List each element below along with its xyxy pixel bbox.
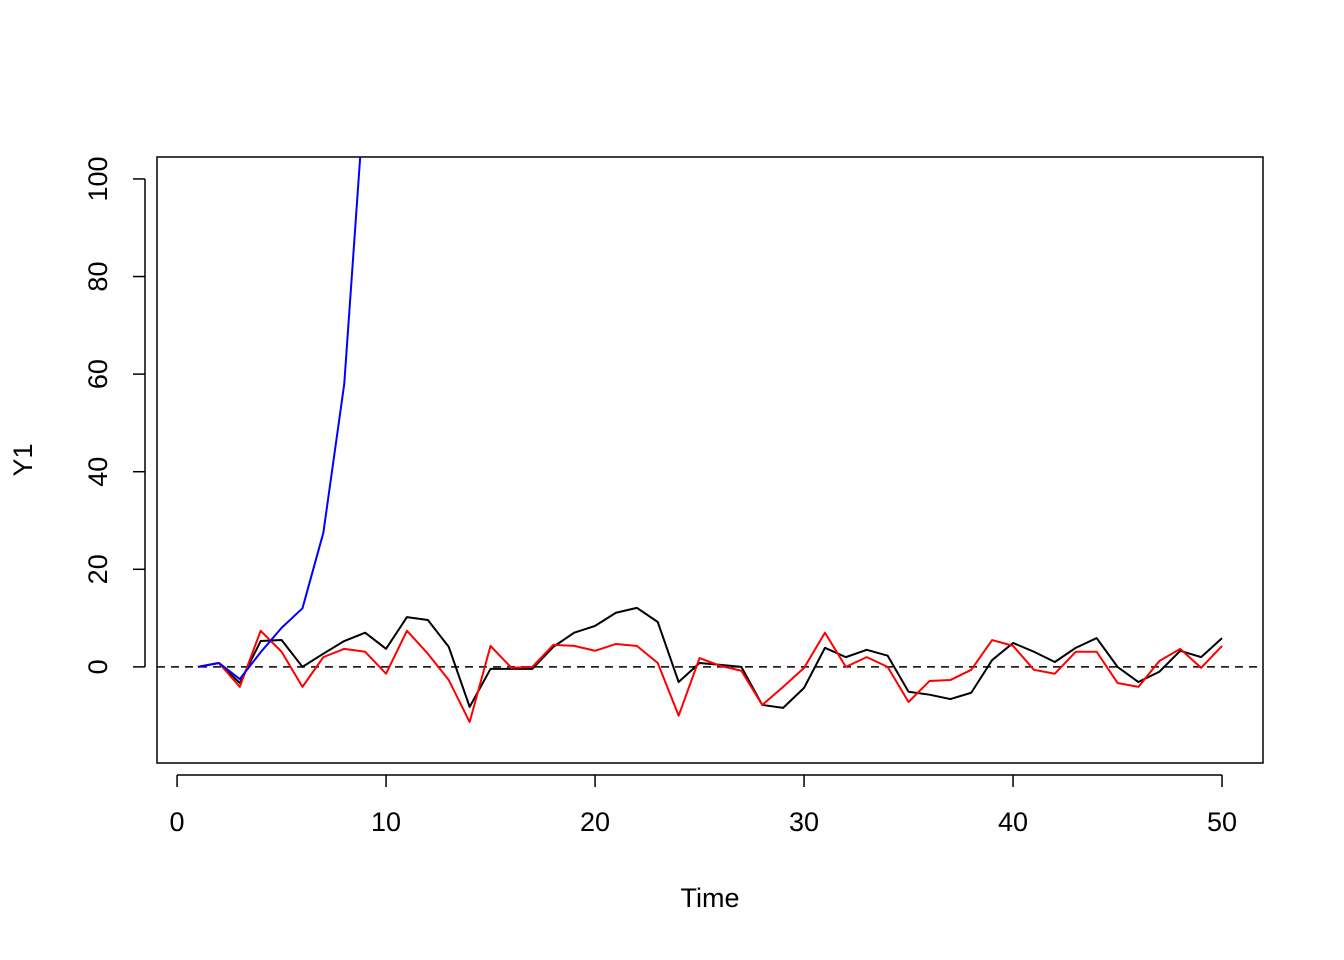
x-tick-label: 0 [170,807,185,837]
y-tick-label: 40 [83,457,113,487]
x-tick-label: 10 [371,807,401,837]
y-tick-label: 20 [83,554,113,584]
x-tick-label: 40 [998,807,1028,837]
series-line [197,629,1223,724]
y-axis-title: Y1 [8,443,38,476]
y-tick-label: 80 [83,262,113,292]
x-tick-label: 50 [1207,807,1237,837]
plot-area [157,157,1263,724]
y-tick-label: 0 [83,659,113,674]
y-tick-label: 100 [83,156,113,201]
x-tick-label: 30 [789,807,819,837]
plot-box [156,156,1264,764]
x-axis-title: Time [681,883,740,913]
y-tick-label: 60 [83,359,113,389]
x-tick-label: 20 [580,807,610,837]
series-line [197,606,1223,709]
series-line [197,157,362,681]
